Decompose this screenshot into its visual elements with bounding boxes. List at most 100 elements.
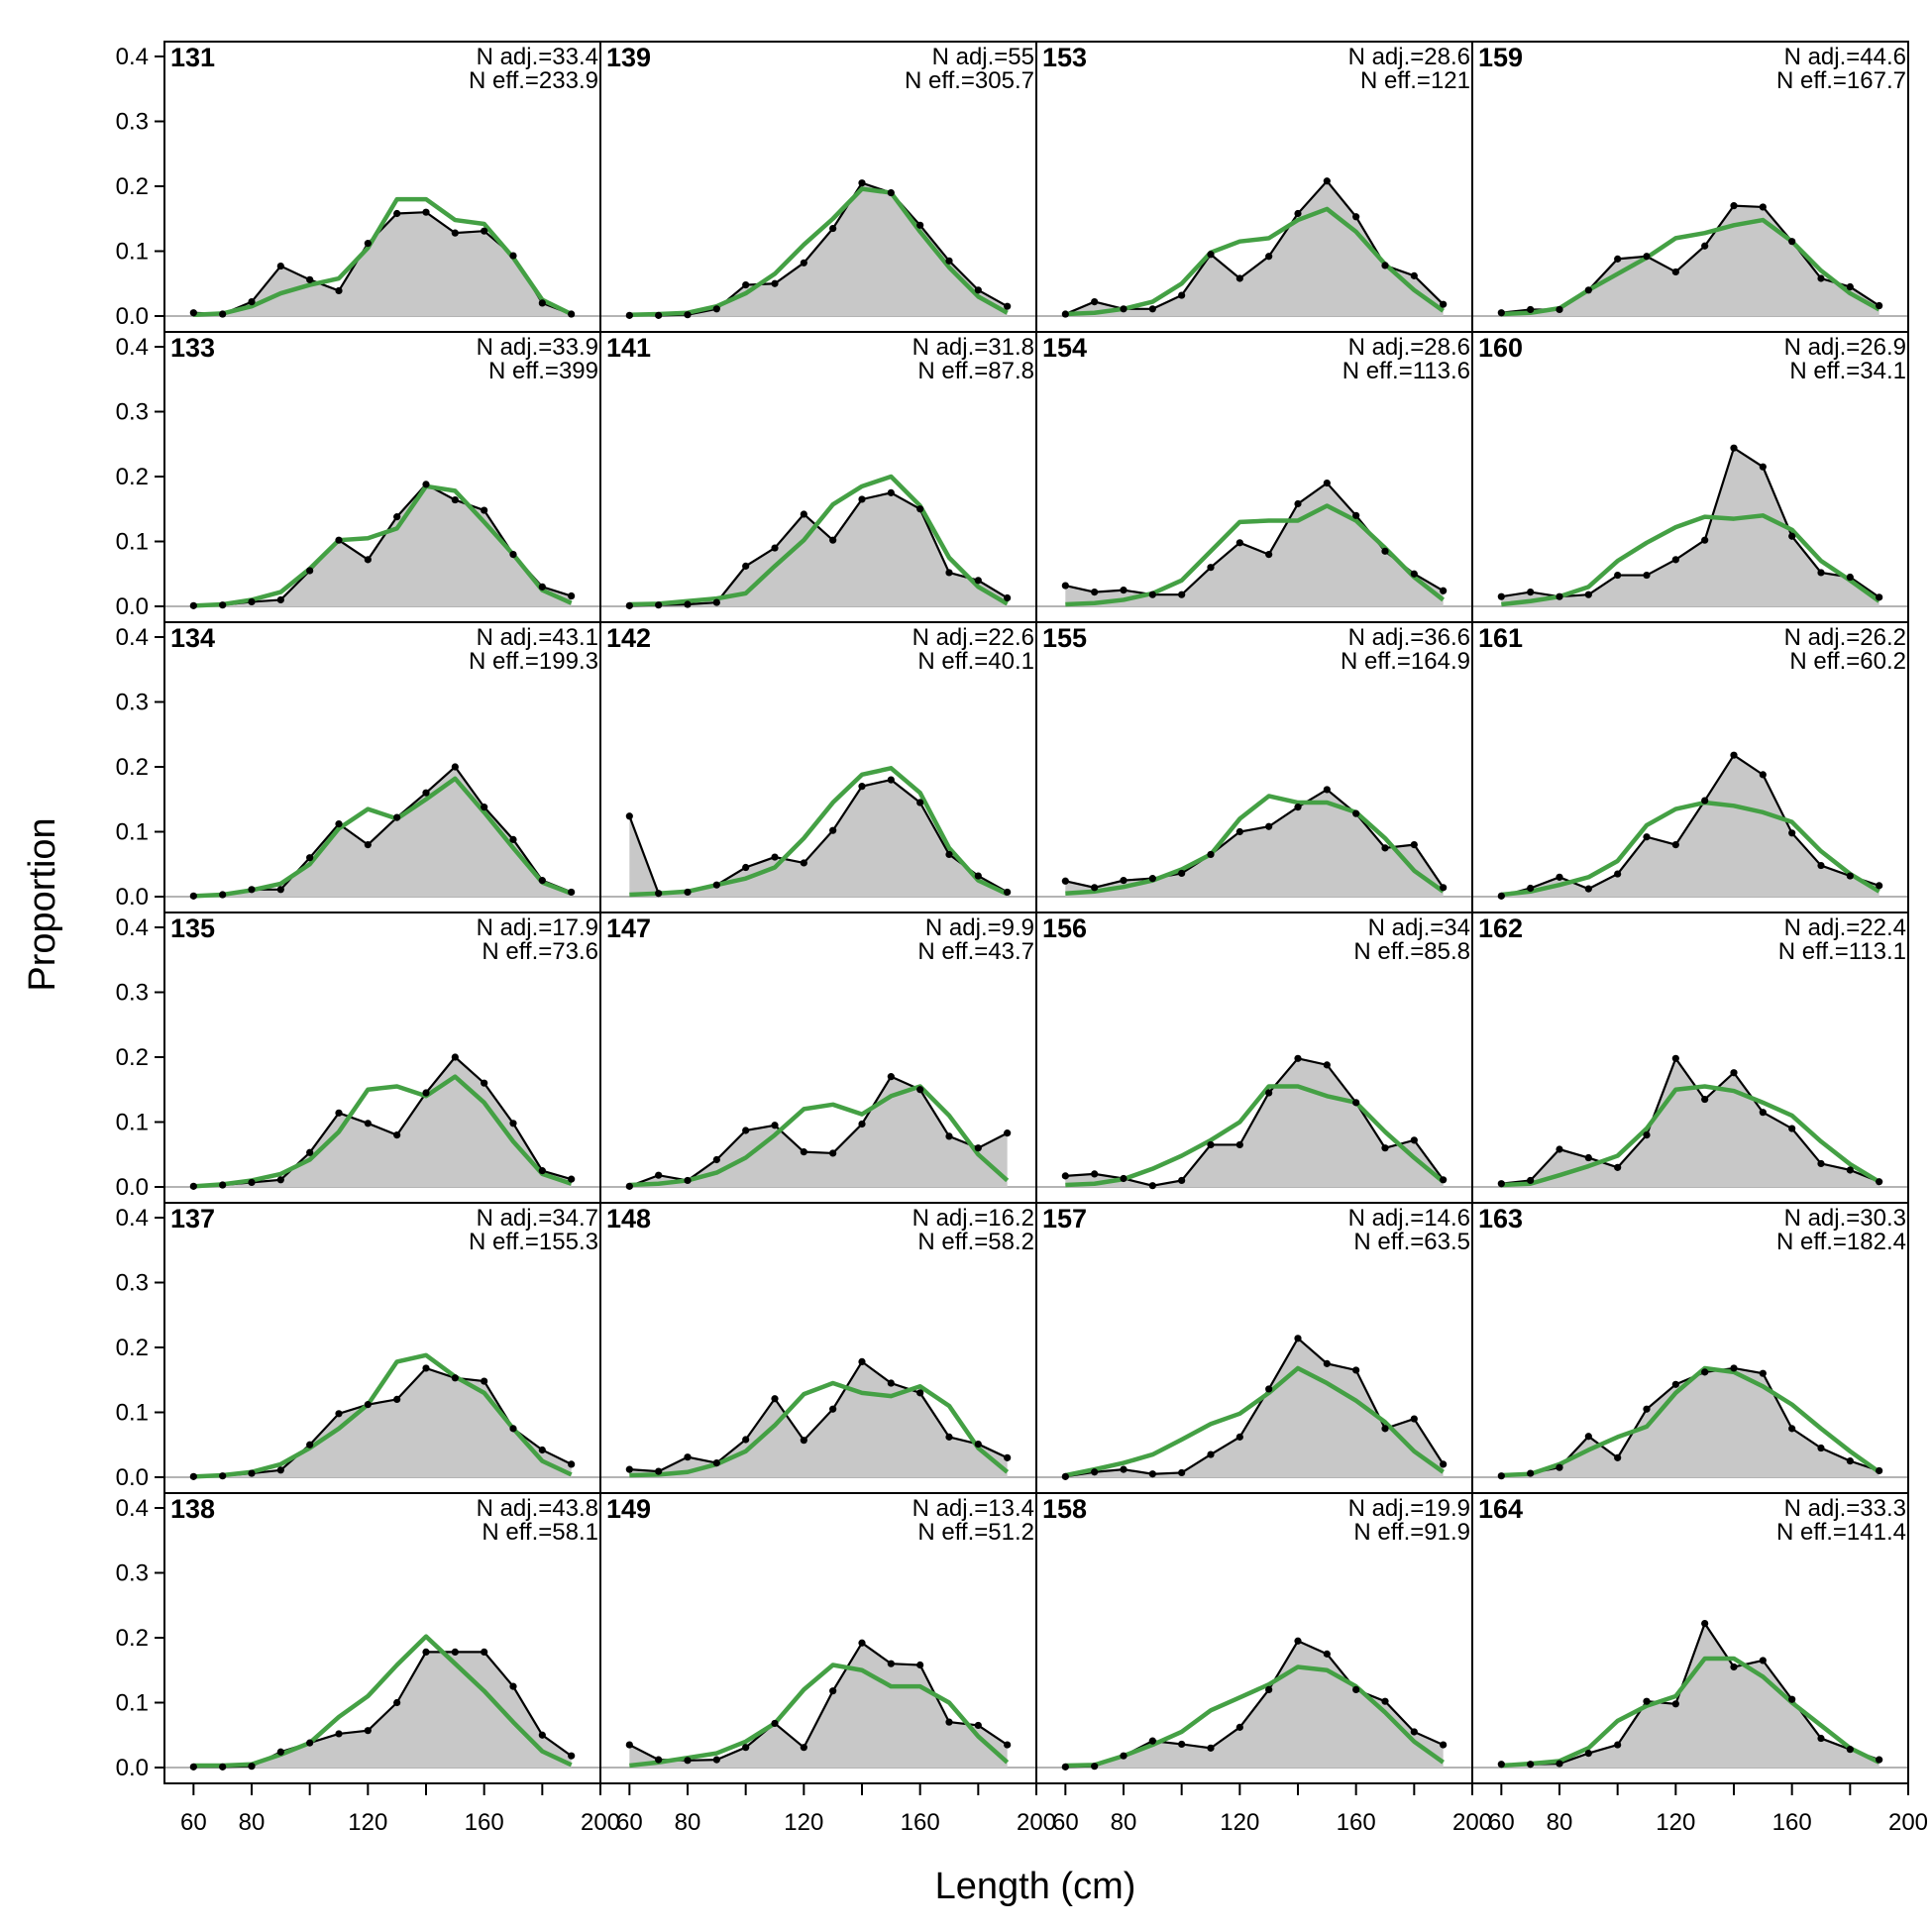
n-adj-label: N adj.=43.1 — [477, 624, 598, 651]
n-adj-label: N adj.=13.4 — [912, 1495, 1034, 1522]
n-adj-label: N adj.=16.2 — [912, 1205, 1034, 1232]
expected-line — [629, 766, 1009, 898]
observed-point — [1207, 564, 1215, 572]
observed-point — [1497, 1761, 1505, 1769]
observed-point — [800, 510, 807, 518]
observed-area — [193, 483, 572, 606]
observed-point — [858, 179, 866, 187]
observed-point — [1091, 297, 1099, 306]
panel-id-label: 163 — [1478, 1204, 1523, 1234]
observed-point — [1497, 892, 1505, 900]
y-tick-label: 0.4 — [116, 1205, 149, 1232]
panel-158: 158 N adj.=19.9N eff.=91.9 — [1035, 1492, 1473, 1784]
y-axis-row-6: 0.0 0.1 0.2 0.3 0.4 — [116, 1495, 164, 1781]
observed-point — [538, 1731, 546, 1739]
n-eff-label: N eff.=87.8 — [917, 358, 1034, 384]
observed-point — [422, 789, 430, 797]
observed-area — [1065, 1641, 1444, 1768]
observed-point — [1497, 1472, 1505, 1480]
observed-point — [712, 1756, 720, 1764]
observed-area — [1501, 1367, 1879, 1477]
observed-point — [1352, 511, 1360, 519]
observed-line — [1501, 1055, 1880, 1185]
observed-point — [393, 209, 401, 218]
observed-point — [1614, 1453, 1622, 1461]
observed-point — [481, 1648, 488, 1657]
observed-point — [1788, 532, 1796, 540]
n-eff-label: N eff.=113.6 — [1342, 358, 1470, 384]
n-eff-label: N eff.=34.1 — [1789, 358, 1906, 384]
panel-162: 162 N adj.=22.4N eff.=113.1 — [1471, 912, 1909, 1204]
y-tick-label: 0.4 — [116, 914, 149, 941]
observed-point — [276, 1466, 284, 1474]
panel-id-label: 155 — [1042, 623, 1087, 653]
y-axis-title: Proportion — [22, 817, 63, 991]
x-axis-col-1: 60 80 120 160 200 — [180, 1783, 620, 1836]
panel-135: 135 N adj.=17.9N eff.=73.6 — [163, 912, 601, 1204]
observed-point — [1817, 1159, 1825, 1168]
observed-point — [1410, 570, 1418, 578]
observed-point — [451, 1374, 459, 1382]
observed-line — [1501, 753, 1880, 898]
observed-point — [538, 299, 546, 307]
observed-point — [655, 1756, 663, 1764]
n-eff-label: N eff.=113.1 — [1778, 938, 1906, 965]
observed-point — [219, 1472, 227, 1480]
expected-line — [629, 1380, 1010, 1478]
n-eff-label: N eff.=164.9 — [1341, 648, 1470, 675]
observed-point — [422, 481, 430, 488]
observed-point — [1817, 274, 1825, 282]
observed-point — [1730, 1663, 1738, 1671]
expected-line — [193, 1352, 573, 1479]
observed-point — [858, 1120, 866, 1128]
observed-point — [1527, 1469, 1535, 1477]
observed-point — [1294, 1637, 1302, 1645]
observed-point — [974, 577, 982, 585]
observed-point — [219, 891, 227, 899]
n-adj-label: N adj.=22.6 — [912, 624, 1034, 651]
y-tick-label: 0.1 — [116, 1400, 149, 1427]
observed-point — [364, 841, 372, 849]
observed-point — [248, 297, 256, 306]
observed-point — [1061, 1472, 1069, 1480]
observed-point — [1381, 1144, 1389, 1152]
panel-id-label: 158 — [1042, 1494, 1087, 1524]
x-axis-col-2: 60 80 120 160 200 — [616, 1783, 1056, 1836]
expected-line — [1501, 217, 1880, 317]
observed-point — [1061, 310, 1069, 318]
observed-point — [1323, 177, 1331, 185]
observed-point — [1061, 582, 1069, 590]
y-tick-label: 0.3 — [116, 1270, 149, 1297]
observed-point — [335, 1730, 343, 1738]
observed-point — [829, 224, 837, 233]
n-adj-label: N adj.=19.9 — [1348, 1495, 1470, 1522]
expected-line — [1065, 1084, 1446, 1188]
x-tick-label: 120 — [348, 1809, 387, 1836]
panel-id-label: 164 — [1478, 1494, 1523, 1524]
observed-point — [481, 1377, 488, 1385]
observed-point — [945, 1132, 953, 1140]
observed-point — [393, 1698, 401, 1707]
observed-point — [451, 1648, 459, 1657]
observed-point — [393, 1131, 401, 1139]
panel-131: 131 N adj.=33.4N eff.=233.9 — [163, 41, 601, 333]
observed-point — [422, 1089, 430, 1097]
expected-line — [193, 1634, 573, 1769]
observed-point — [1584, 1749, 1592, 1758]
observed-point — [712, 305, 720, 313]
observed-point — [1265, 1385, 1273, 1393]
x-axis-col-3: 60 80 120 160 200 — [1052, 1783, 1492, 1836]
observed-point — [1004, 1129, 1012, 1137]
observed-point — [1294, 1335, 1302, 1342]
observed-point — [1294, 209, 1302, 218]
observed-point — [1323, 1061, 1331, 1069]
y-tick-label: 0.0 — [116, 1755, 149, 1781]
y-tick-label: 0.0 — [116, 593, 149, 620]
observed-point — [1004, 1741, 1012, 1749]
observed-point — [1381, 547, 1389, 555]
y-tick-label: 0.2 — [116, 754, 149, 781]
y-tick-label: 0.4 — [116, 44, 149, 70]
observed-point — [1817, 861, 1825, 870]
observed-point — [1556, 305, 1563, 314]
observed-point — [1527, 588, 1535, 596]
